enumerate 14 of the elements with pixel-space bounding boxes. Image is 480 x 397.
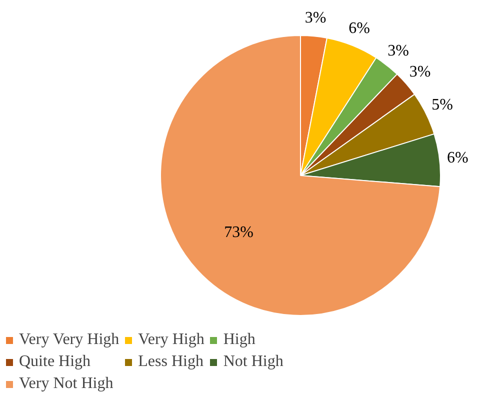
data-label: 3% <box>388 42 409 60</box>
data-label: 5% <box>432 96 453 114</box>
data-label: 73% <box>224 224 254 241</box>
legend-label: High <box>223 331 256 349</box>
legend-label: Very High <box>138 331 204 349</box>
data-label: 3% <box>304 10 326 27</box>
data-label: 6% <box>348 20 370 38</box>
legend-label: Quite High <box>19 353 91 371</box>
legend-label: Very Not High <box>19 375 114 393</box>
legend-label: Less High <box>138 353 204 371</box>
data-label: 6% <box>447 149 468 166</box>
legend-label: Not High <box>223 353 284 371</box>
legend-label: Very Very High <box>19 331 120 349</box>
data-label: 3% <box>409 63 431 80</box>
